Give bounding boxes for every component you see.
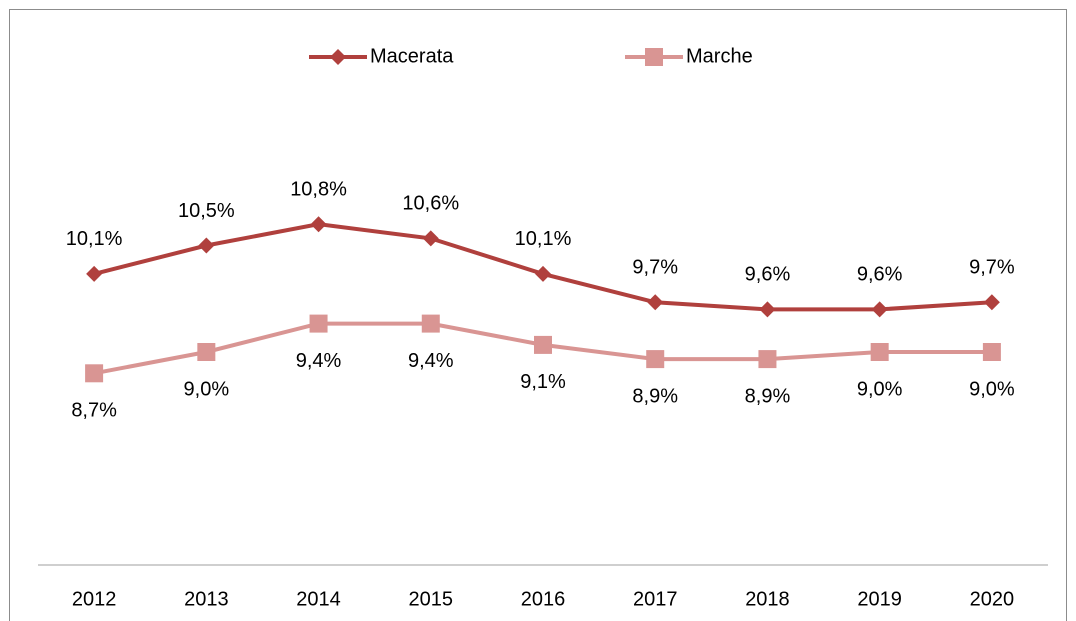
data-label: 9,7% [969, 257, 1015, 279]
x-tick-label: 2018 [745, 588, 790, 610]
data-point [759, 301, 776, 318]
data-point [647, 294, 664, 311]
data-label: 9,4% [296, 350, 342, 372]
legend-marker [330, 49, 346, 65]
data-label: 10,5% [178, 200, 235, 222]
data-point [534, 335, 552, 354]
data-point [535, 265, 551, 282]
data-point [85, 364, 104, 383]
data-label: 9,0% [969, 378, 1015, 400]
data-label: 9,0% [184, 378, 230, 400]
data-point [871, 301, 888, 318]
data-point [646, 350, 665, 369]
data-label: 8,9% [745, 385, 791, 407]
x-tick-label: 2019 [857, 588, 902, 610]
x-tick-label: 2013 [184, 588, 229, 610]
data-label: 10,1% [66, 228, 123, 250]
data-label: 10,6% [402, 193, 459, 215]
data-label: 9,6% [857, 264, 903, 286]
data-label: 8,7% [71, 400, 117, 422]
x-tick-label: 2016 [521, 588, 566, 610]
data-label: 9,4% [408, 350, 454, 372]
legend-label: Macerata [370, 45, 454, 67]
data-point [983, 294, 1000, 311]
x-tick-label: 2014 [296, 588, 341, 610]
data-point [310, 216, 327, 233]
data-label: 10,1% [515, 228, 572, 250]
data-point [86, 265, 103, 282]
data-point [982, 343, 1001, 361]
data-label: 9,6% [745, 264, 791, 286]
data-point [197, 343, 216, 361]
data-label: 8,9% [632, 385, 678, 407]
data-point [422, 230, 439, 247]
legend-label: Marche [686, 45, 753, 67]
chart-frame [9, 9, 1067, 621]
data-label: 10,8% [290, 178, 347, 200]
data-point [198, 237, 215, 254]
data-point [870, 343, 889, 361]
data-point [758, 350, 777, 369]
data-point [309, 314, 328, 333]
x-tick-label: 2015 [409, 588, 454, 610]
x-tick-label: 2012 [72, 588, 117, 610]
data-point [421, 314, 440, 333]
data-label: 9,1% [520, 371, 566, 393]
legend-marker [645, 48, 663, 66]
x-tick-label: 2020 [970, 588, 1015, 610]
x-tick-label: 2017 [633, 588, 678, 610]
data-label: 9,7% [632, 257, 678, 279]
data-label: 9,0% [857, 378, 903, 400]
